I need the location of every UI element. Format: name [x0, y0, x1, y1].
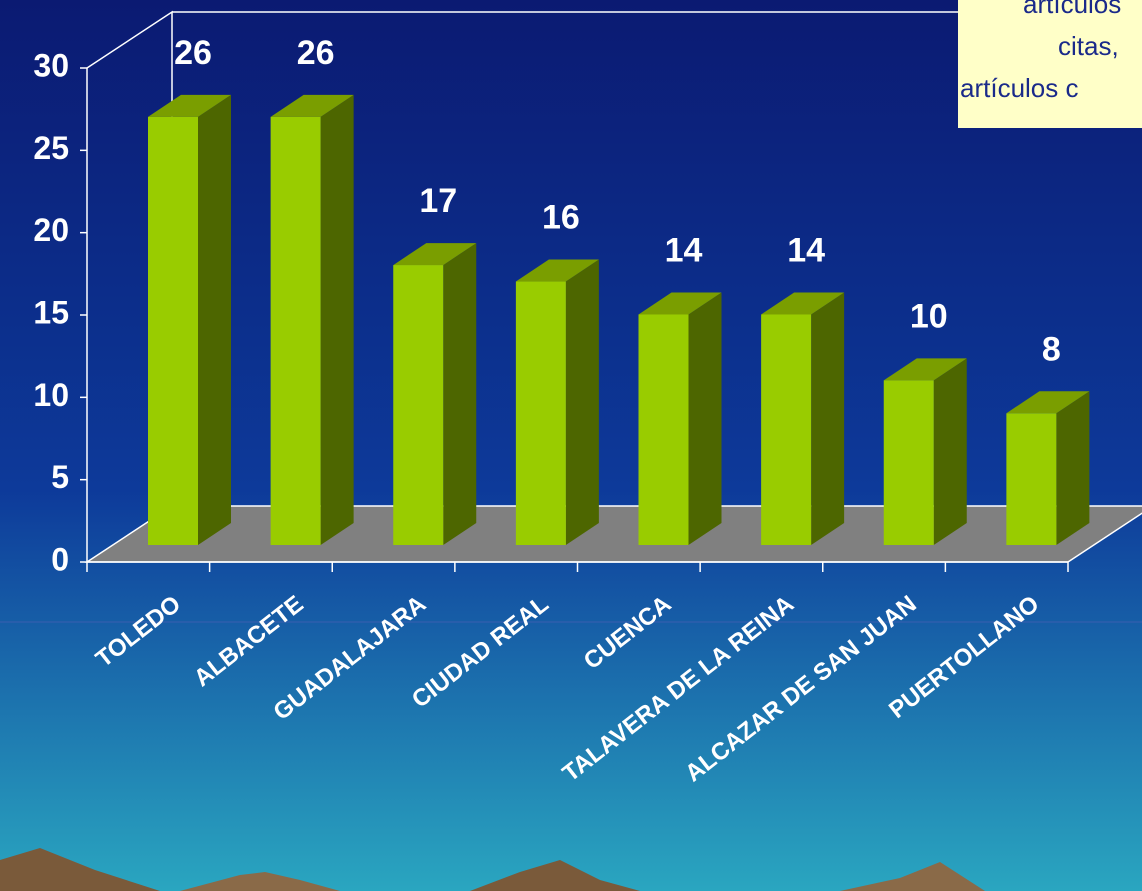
floor	[84, 505, 1142, 563]
bar-side	[933, 358, 967, 545]
y-tick-label: 15	[33, 294, 69, 330]
bar-top	[270, 94, 354, 117]
bar-side	[1056, 391, 1090, 545]
y-tick-label: 25	[33, 130, 69, 166]
bar	[148, 94, 231, 545]
bar-side	[320, 94, 354, 545]
y-tick-label: 30	[33, 47, 69, 83]
bar	[761, 292, 845, 545]
bar-front	[270, 116, 321, 545]
bar-side	[811, 292, 845, 545]
value-label: 14	[665, 231, 703, 269]
bar-top	[638, 292, 722, 315]
bar-top	[393, 243, 477, 266]
value-label: 26	[174, 34, 212, 72]
value-label: 16	[542, 199, 580, 237]
y-tick-label: 20	[33, 212, 69, 248]
bar	[393, 243, 477, 546]
bar	[515, 259, 599, 545]
y-tick-label: 10	[33, 377, 69, 413]
bar-front	[1006, 413, 1057, 545]
value-label: 10	[910, 297, 948, 335]
bar-top	[761, 292, 845, 315]
value-label: 17	[419, 182, 457, 220]
bar-side	[443, 243, 477, 546]
bar-top	[148, 94, 231, 117]
bar-front	[393, 265, 444, 545]
bar	[270, 94, 354, 545]
bar-front	[148, 116, 198, 545]
bar	[1006, 391, 1090, 545]
value-label: 26	[297, 34, 335, 72]
bar-front	[883, 380, 934, 545]
bar-front	[638, 314, 689, 545]
bar-front	[761, 314, 812, 545]
bar-side	[565, 259, 599, 545]
value-label: 8	[1042, 330, 1061, 368]
bar-top	[515, 259, 599, 282]
bar-side	[198, 94, 231, 545]
mountains	[0, 848, 985, 891]
bar-side	[688, 292, 722, 545]
y-tick-label: 5	[51, 459, 69, 495]
annotation-box	[958, 0, 1142, 128]
bar-top	[883, 358, 967, 381]
annotation-line: artículos c	[960, 73, 1079, 103]
bar-top	[1006, 391, 1090, 414]
value-label: 14	[787, 231, 825, 269]
bar-front	[515, 281, 566, 545]
bar	[638, 292, 722, 545]
bar	[883, 358, 967, 545]
annotation-line: citas,	[1058, 31, 1119, 61]
y-tick-label: 0	[51, 541, 69, 577]
annotation-line: artículos	[1023, 0, 1121, 19]
